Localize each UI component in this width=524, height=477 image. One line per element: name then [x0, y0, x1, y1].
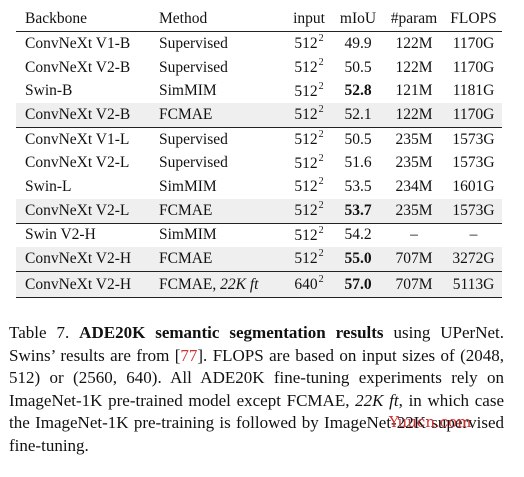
header-param: #param	[390, 10, 438, 27]
cell-backbone: ConvNeXt V1-L	[16, 126, 153, 152]
cell-method: SimMIM	[159, 82, 217, 100]
cell-param: 235M	[383, 198, 445, 223]
table-row: ConvNeXt V2-B FCMAE 5122 52.1 122M 1170G	[16, 103, 502, 128]
cell-param: 122M	[383, 30, 445, 56]
header-method: Method	[159, 10, 208, 27]
table-row: ConvNeXt V2-H FCMAE, 22K ft 6402 57.0 70…	[16, 270, 502, 298]
table-header-row: Backbone Method input mIoU #param FLOPS	[16, 7, 502, 32]
caption-text: using UPerNet. Swins’ results are from [	[9, 323, 505, 365]
cell-backbone: Swin-L	[25, 177, 72, 195]
cell-backbone: ConvNeXt V2-L	[25, 154, 130, 172]
cell-method: SimMIM	[159, 177, 217, 195]
cell-flops: 1170G	[452, 58, 495, 76]
cell-method: FCMAE	[153, 103, 285, 128]
cell-miou: 57.0	[333, 270, 383, 298]
cell-method: FCMAE	[153, 198, 285, 223]
cell-miou: 54.2	[333, 222, 383, 248]
cell-param: 122M	[383, 103, 445, 128]
cell-miou: 52.1	[333, 103, 383, 128]
cell-backbone: ConvNeXt V2-H	[16, 270, 153, 298]
table-row: ConvNeXt V2-L Supervised 5122 51.6 235M …	[16, 151, 502, 175]
cell-input: 5122	[285, 30, 333, 56]
cell-method: Supervised	[159, 58, 228, 76]
header-miou: mIoU	[339, 10, 377, 27]
cell-method: Supervised	[153, 126, 285, 152]
cell-param: 122M	[395, 58, 433, 76]
cell-miou: 52.8	[344, 82, 372, 100]
table-row: ConvNeXt V2-B Supervised 5122 50.5 122M …	[16, 56, 502, 80]
cell-input: 5122	[294, 176, 324, 196]
cell-method: SimMIM	[153, 222, 285, 248]
cell-miou: 50.5	[333, 126, 383, 152]
cell-param: 121M	[395, 82, 433, 100]
table-row: Swin-B SimMIM 5122 52.8 121M 1181G	[16, 79, 502, 103]
watermark: Yuucn.com	[389, 413, 472, 431]
cell-input: 5122	[285, 126, 333, 152]
cell-param: 235M	[383, 126, 445, 152]
cell-method: Supervised	[153, 30, 285, 56]
cell-input: 5122	[285, 247, 333, 272]
caption-text: , in which case the ImageNet-1K pre-trai…	[9, 390, 504, 455]
table-row: Swin-L SimMIM 5122 53.5 234M 1601G	[16, 175, 502, 199]
cell-method: FCMAE, 22K ft	[153, 270, 285, 298]
cell-backbone: ConvNeXt V2-H	[16, 247, 153, 272]
cell-flops: 1170G	[445, 103, 502, 128]
table-row: ConvNeXt V1-L Supervised 5122 50.5 235M …	[16, 126, 502, 152]
cell-flops: 1181G	[452, 82, 495, 100]
cell-flops: –	[445, 222, 502, 248]
cell-backbone: Swin V2-H	[16, 222, 153, 248]
cell-miou: 49.9	[333, 30, 383, 56]
cell-input: 5122	[294, 80, 324, 100]
cell-backbone: ConvNeXt V2-B	[25, 58, 131, 76]
cell-miou: 53.7	[333, 198, 383, 223]
cell-backbone: ConvNeXt V2-B	[16, 103, 153, 128]
cell-input: 5122	[285, 222, 333, 248]
cell-method: FCMAE	[153, 247, 285, 272]
cell-miou: 51.6	[344, 154, 372, 172]
cell-miou: 53.5	[344, 177, 372, 195]
cell-param: 235M	[395, 154, 433, 172]
caption-italic: 22K ft	[355, 390, 399, 410]
cell-input: 5122	[285, 198, 333, 223]
cell-flops: 1573G	[445, 126, 502, 152]
cell-flops: 1573G	[452, 154, 495, 172]
header-input: input	[293, 10, 325, 27]
results-table: Backbone Method input mIoU #param FLOPS …	[16, 7, 502, 298]
cell-param: 707M	[383, 247, 445, 272]
cell-param: 707M	[383, 270, 445, 298]
citation-link[interactable]: 77	[180, 345, 198, 365]
cell-flops: 1601G	[452, 177, 495, 195]
caption-text: ]. FLOPS are based on input sizes of (20…	[9, 345, 504, 410]
cell-input: 5122	[294, 56, 324, 77]
table-row: ConvNeXt V2-L FCMAE 5122 53.7 235M 1573G	[16, 198, 502, 223]
header-flops: FLOPS	[450, 10, 497, 27]
cell-input: 6402	[285, 270, 333, 298]
cell-flops: 1170G	[445, 30, 502, 56]
cell-backbone: Swin-B	[25, 82, 73, 100]
cell-input: 5122	[285, 103, 333, 128]
cell-backbone: ConvNeXt V2-L	[16, 198, 153, 223]
cell-param: –	[383, 222, 445, 248]
caption-title: ADE20K semantic segmentation results	[79, 323, 384, 342]
cell-input: 5122	[294, 152, 324, 172]
cell-miou: 55.0	[333, 247, 383, 272]
caption-label: Table 7.	[9, 323, 70, 342]
cell-backbone: ConvNeXt V1-B	[16, 30, 153, 56]
cell-param: 234M	[395, 177, 433, 195]
cell-miou: 50.5	[344, 58, 372, 76]
cell-flops: 1573G	[445, 198, 502, 223]
table-row: ConvNeXt V2-H FCMAE 5122 55.0 707M 3272G	[16, 247, 502, 272]
cell-flops: 5113G	[445, 270, 502, 298]
header-backbone: Backbone	[25, 10, 87, 27]
table-row: ConvNeXt V1-B Supervised 5122 49.9 122M …	[16, 30, 502, 56]
cell-method: Supervised	[159, 154, 228, 172]
table-row: Swin V2-H SimMIM 5122 54.2 – –	[16, 222, 502, 248]
table-caption: Table 7. ADE20K semantic segmentation re…	[9, 322, 504, 457]
cell-flops: 3272G	[445, 247, 502, 272]
